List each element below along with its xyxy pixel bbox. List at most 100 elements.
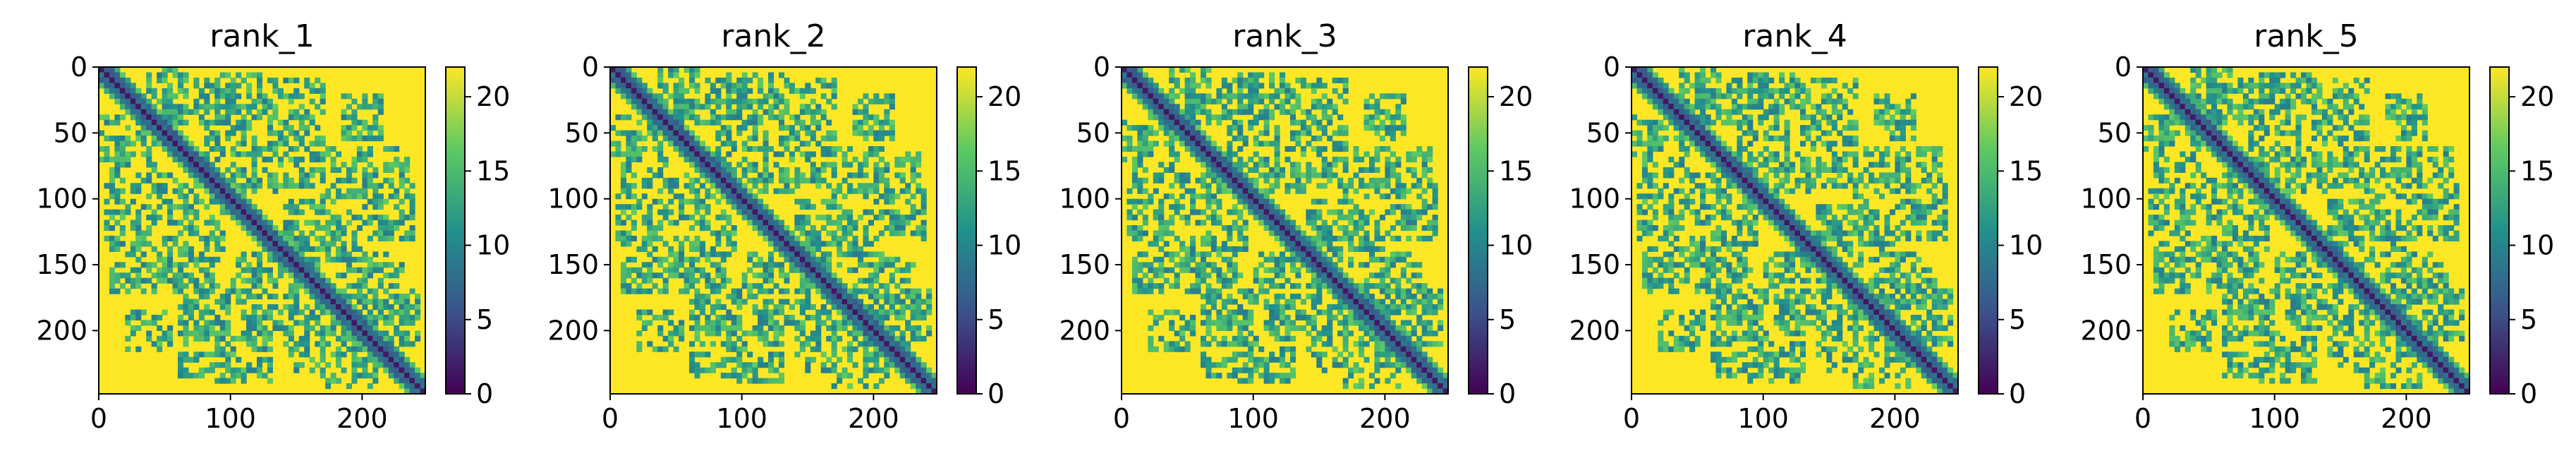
- heatmap-cell: [336, 251, 342, 258]
- heatmap-cell: [225, 83, 231, 89]
- heatmap-cell: [647, 220, 653, 226]
- heatmap-cell: [362, 356, 368, 363]
- heatmap-cell: [178, 288, 184, 294]
- heatmap-cell: [114, 98, 121, 104]
- heatmap-cell: [1237, 235, 1244, 242]
- heatmap-cell: [1284, 83, 1291, 89]
- heatmap-cell: [104, 83, 110, 89]
- heatmap-cell: [778, 356, 785, 363]
- heatmap-cell: [726, 294, 732, 300]
- heatmap-cell: [178, 373, 184, 379]
- heatmap-cell: [873, 198, 880, 205]
- heatmap-cell: [341, 241, 347, 247]
- heatmap-cell: [1316, 183, 1323, 189]
- heatmap-cell: [657, 83, 664, 89]
- heatmap-cell: [662, 88, 669, 94]
- heatmap-cell: [283, 325, 289, 331]
- heatmap-cell: [631, 277, 637, 284]
- heatmap-cell: [162, 272, 168, 279]
- heatmap-cell: [1311, 114, 1317, 121]
- heatmap-cell: [626, 193, 632, 200]
- heatmap-cell: [752, 367, 758, 373]
- heatmap-cell: [241, 215, 247, 221]
- heatmap-cell: [726, 140, 732, 147]
- heatmap-cell: [889, 104, 895, 110]
- heatmap-cell: [726, 83, 732, 89]
- heatmap-cell: [720, 325, 727, 331]
- heatmap-cell: [1158, 272, 1165, 279]
- heatmap-cell: [689, 156, 695, 163]
- heatmap-cell: [689, 98, 695, 104]
- heatmap-cell: [1400, 294, 1407, 300]
- heatmap-cell: [351, 330, 358, 337]
- heatmap-cell: [241, 167, 247, 173]
- heatmap-cell: [1416, 299, 1423, 305]
- heatmap-cell: [873, 330, 880, 337]
- heatmap-cell: [140, 241, 147, 247]
- heatmap-cell: [1332, 277, 1338, 284]
- heatmap-cell: [146, 146, 152, 152]
- heatmap-cell: [399, 356, 405, 363]
- heatmap-cell: [288, 246, 294, 252]
- heatmap-cell: [847, 241, 853, 247]
- heatmap-cell: [741, 88, 748, 94]
- heatmap-cell: [346, 320, 353, 326]
- heatmap-cell: [631, 77, 637, 84]
- heatmap-cell: [367, 346, 373, 352]
- heatmap-cell: [1359, 177, 1365, 184]
- heatmap-cell: [246, 220, 253, 226]
- heatmap-cell: [1221, 225, 1227, 232]
- heatmap-cell: [931, 378, 937, 384]
- heatmap-cell: [151, 114, 157, 121]
- heatmap-cell: [794, 262, 801, 268]
- heatmap-cell: [773, 262, 779, 268]
- heatmap-cell: [135, 220, 142, 226]
- heatmap-cell: [1368, 119, 1375, 126]
- heatmap-cell: [1363, 288, 1370, 294]
- heatmap-cell: [277, 130, 284, 136]
- heatmap-cell: [1169, 72, 1175, 78]
- heatmap-cell: [362, 283, 368, 289]
- heatmap-cell: [367, 325, 373, 331]
- heatmap-cell: [1242, 198, 1248, 205]
- heatmap-cell: [1201, 98, 1207, 104]
- heatmap-cell: [857, 256, 864, 263]
- heatmap-cell: [673, 98, 679, 104]
- heatmap-cell: [878, 294, 885, 300]
- heatmap-cell: [863, 373, 869, 379]
- heatmap-cell: [140, 125, 147, 131]
- heatmap-cell: [283, 136, 289, 142]
- heatmap-cell: [125, 109, 131, 115]
- heatmap-cell: [610, 151, 616, 157]
- heatmap-cell: [362, 362, 368, 368]
- heatmap-cell: [230, 346, 236, 352]
- heatmap-cell: [863, 151, 869, 157]
- heatmap-cell: [283, 304, 289, 311]
- heatmap-cell: [399, 330, 405, 337]
- heatmap-cell: [351, 256, 358, 263]
- heatmap-cell: [1337, 283, 1344, 289]
- heatmap-cell: [1332, 146, 1338, 152]
- heatmap-cell: [657, 146, 664, 152]
- heatmap-cell: [394, 378, 400, 384]
- heatmap-cell: [1248, 83, 1254, 89]
- heatmap-cell: [641, 215, 648, 221]
- heatmap-cell: [1385, 146, 1391, 152]
- heatmap-cell: [805, 215, 811, 221]
- heatmap-cell: [1174, 109, 1180, 115]
- heatmap-cell: [383, 304, 389, 311]
- heatmap-cell: [1421, 204, 1428, 210]
- heatmap-cell: [1195, 109, 1201, 115]
- heatmap-cell: [662, 136, 669, 142]
- heatmap-cell: [114, 188, 121, 194]
- heatmap-cell: [1153, 241, 1159, 247]
- heatmap-cell: [699, 204, 706, 210]
- heatmap-cell: [388, 362, 394, 368]
- heatmap-cell: [1337, 277, 1344, 284]
- heatmap-cell: [1385, 209, 1391, 215]
- heatmap-cell: [1390, 172, 1396, 179]
- heatmap-cell: [230, 109, 236, 115]
- heatmap-cell: [673, 83, 679, 89]
- heatmap-cell: [868, 251, 874, 258]
- heatmap-cell: [842, 367, 848, 373]
